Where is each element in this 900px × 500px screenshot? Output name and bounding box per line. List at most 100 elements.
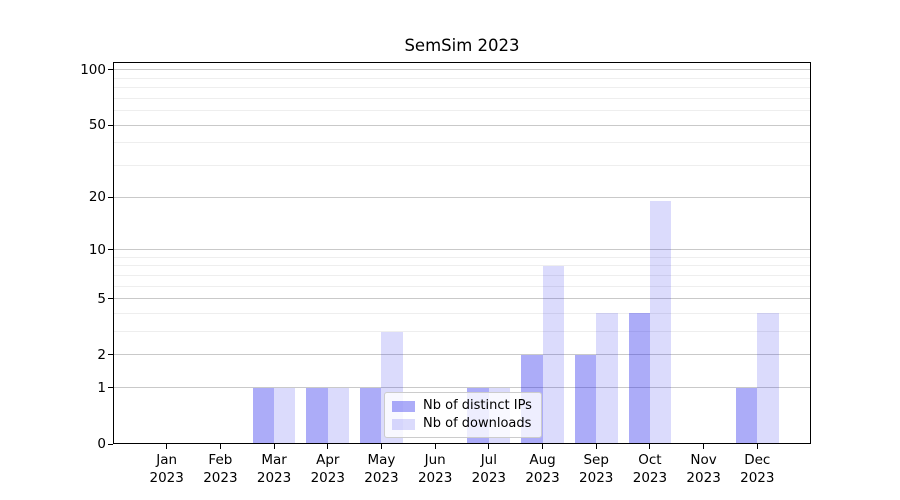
x-tick-mark-jul-2023 [488,444,490,449]
gridline-minor-4 [113,312,811,314]
x-tick-label-line: May [367,452,396,468]
gridline-major-2 [113,354,811,356]
x-tick-label-line: 2023 [740,469,775,486]
gridline-major-50 [113,124,811,126]
x-tick-label-dec-2023: Dec 2023 [722,452,792,487]
gridline-minor-60 [113,110,811,112]
y-tick-mark-0 [108,443,113,445]
legend-swatch-downloads [392,418,415,430]
y-tick-label-1: 1 [97,379,106,396]
x-tick-label-line: Jul [480,452,497,468]
x-tick-label-line: 2023 [417,469,453,486]
x-tick-label-line: Feb [208,452,233,468]
bar-nb-of-distinct-ips-apr-2023 [306,387,328,444]
x-tick-mark-may-2023 [380,444,382,449]
gridline-major-100 [113,69,811,71]
x-tick-label-oct-2023: Oct 2023 [615,452,685,487]
gridline-major-20 [113,196,811,198]
y-tick-label-100: 100 [80,61,106,78]
y-tick-label-5: 5 [97,290,106,307]
y-tick-label-10: 10 [88,241,106,258]
x-tick-mark-jan-2023 [166,444,168,449]
x-tick-label-sep-2023: Sep 2023 [561,452,631,487]
bar-nb-of-distinct-ips-oct-2023 [628,313,650,444]
gridline-minor-90 [113,77,811,79]
gridline-major-1 [113,387,811,389]
x-tick-label-line: Aug [529,452,556,468]
bar-nb-of-distinct-ips-may-2023 [360,387,382,444]
x-tick-label-line: 2023 [525,469,560,486]
gridline-minor-30 [113,164,811,166]
x-tick-label-line: Nov [690,452,717,468]
x-tick-label-line: 2023 [579,469,614,486]
x-tick-label-line: Oct [638,452,662,468]
x-tick-label-jan-2023: Jan 2023 [132,452,202,487]
y-tick-mark-2 [108,354,113,356]
legend: Nb of distinct IPs Nb of downloads [384,392,542,438]
x-tick-label-line: 2023 [310,469,345,486]
bar-nb-of-downloads-apr-2023 [327,387,350,444]
x-tick-label-line: 2023 [686,469,721,486]
x-tick-mark-apr-2023 [327,444,329,449]
x-tick-mark-mar-2023 [273,444,275,449]
x-tick-label-line: 2023 [149,469,184,486]
x-tick-label-line: 2023 [256,469,292,486]
gridline-minor-7 [113,274,811,276]
gridline-major-5 [113,298,811,300]
plot-area [113,62,811,444]
x-tick-label-may-2023: May 2023 [346,452,416,487]
bar-nb-of-downloads-sep-2023 [596,313,618,444]
chart-title: SemSim 2023 [404,36,520,55]
bar-nb-of-downloads-dec-2023 [757,313,779,444]
legend-swatch-distinct-ips [392,400,415,412]
bar-nb-of-downloads-mar-2023 [274,387,296,444]
x-tick-label-line: 2023 [203,469,238,486]
y-tick-mark-20 [108,196,113,198]
x-tick-label-nov-2023: Nov 2023 [669,452,739,487]
x-tick-label-jun-2023: Jun 2023 [400,452,470,487]
x-tick-label-apr-2023: Apr 2023 [293,452,363,487]
x-tick-label-line: 2023 [471,469,507,486]
bar-nb-of-distinct-ips-mar-2023 [252,387,275,444]
y-tick-mark-5 [108,298,113,300]
y-tick-mark-100 [108,69,113,71]
bar-nb-of-distinct-ips-dec-2023 [735,387,758,444]
x-tick-mark-feb-2023 [219,444,221,449]
x-tick-label-line: Apr [316,452,340,468]
gridline-minor-40 [113,142,811,144]
bar-nb-of-downloads-oct-2023 [649,201,672,444]
x-tick-label-line: 2023 [632,469,668,486]
y-tick-label-2: 2 [97,346,106,363]
x-tick-mark-oct-2023 [649,444,651,449]
gridline-minor-70 [113,97,811,99]
legend-label-distinct-ips: Nb of distinct IPs [423,398,532,413]
x-tick-label-mar-2023: Mar 2023 [239,452,309,487]
y-tick-label-50: 50 [88,117,106,134]
x-tick-label-line: Mar [261,452,287,468]
gridline-minor-9 [113,256,811,258]
x-tick-mark-dec-2023 [756,444,758,449]
x-tick-label-line: Jun [424,452,446,468]
bar-nb-of-distinct-ips-sep-2023 [574,354,597,444]
x-tick-mark-aug-2023 [542,444,544,449]
gridline-minor-8 [113,265,811,267]
x-tick-mark-jun-2023 [434,444,436,449]
x-tick-mark-nov-2023 [703,444,705,449]
legend-item-distinct-ips: Nb of distinct IPs [392,398,532,414]
x-tick-mark-sep-2023 [595,444,597,449]
y-tick-label-20: 20 [88,189,106,206]
bar-nb-of-downloads-aug-2023 [542,265,564,444]
legend-label-downloads: Nb of downloads [423,416,532,431]
legend-item-downloads: Nb of downloads [392,416,532,432]
gridline-minor-6 [113,285,811,287]
y-tick-mark-1 [108,387,113,389]
x-tick-label-jul-2023: Jul 2023 [454,452,524,487]
x-tick-label-aug-2023: Aug 2023 [508,452,578,487]
x-tick-label-line: 2023 [364,469,399,486]
x-tick-label-line: Jan [156,452,178,468]
y-tick-mark-50 [108,124,113,126]
x-tick-label-line: Sep [583,452,609,468]
gridline-minor-3 [113,331,811,333]
gridline-major-10 [113,249,811,250]
